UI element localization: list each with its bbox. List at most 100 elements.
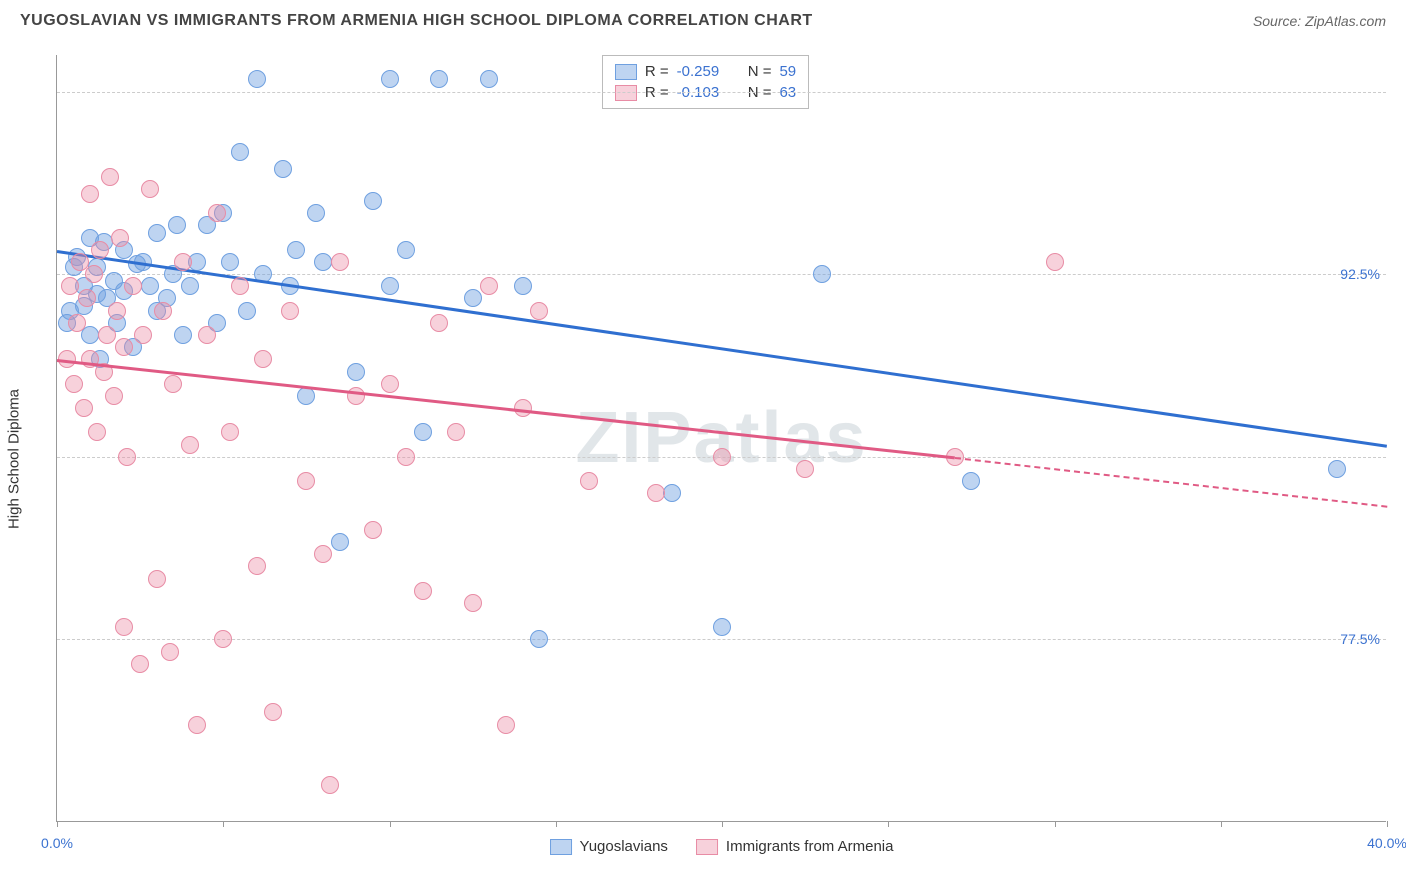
data-point	[188, 716, 206, 734]
data-point	[108, 302, 126, 320]
data-point	[148, 224, 166, 242]
x-tick	[722, 821, 723, 827]
data-point	[161, 643, 179, 661]
x-tick	[888, 821, 889, 827]
legend-item: Immigrants from Armenia	[696, 838, 894, 855]
data-point	[414, 423, 432, 441]
data-point	[381, 375, 399, 393]
legend-item: Yugoslavians	[550, 838, 668, 855]
data-point	[208, 204, 226, 222]
data-point	[430, 314, 448, 332]
source-attribution: Source: ZipAtlas.com	[1253, 13, 1386, 29]
data-point	[75, 399, 93, 417]
data-point	[115, 618, 133, 636]
data-point	[480, 70, 498, 88]
watermark: ZIPatlas	[575, 397, 867, 479]
data-point	[430, 70, 448, 88]
data-point	[331, 533, 349, 551]
data-point	[464, 289, 482, 307]
chart-title: YUGOSLAVIAN VS IMMIGRANTS FROM ARMENIA H…	[20, 12, 813, 30]
y-axis-label: High School Diploma	[6, 388, 23, 528]
data-point	[464, 594, 482, 612]
data-point	[91, 241, 109, 259]
data-point	[131, 655, 149, 673]
legend-swatch	[550, 839, 572, 855]
data-point	[480, 277, 498, 295]
data-point	[168, 216, 186, 234]
x-tick-label: 0.0%	[41, 835, 73, 851]
data-point	[214, 630, 232, 648]
data-point	[65, 375, 83, 393]
gridline	[57, 639, 1386, 640]
trend-line	[57, 250, 1387, 448]
trend-line	[955, 457, 1387, 508]
data-point	[514, 277, 532, 295]
plot-area: ZIPatlas R = -0.259 N = 59R = -0.103 N =…	[56, 55, 1386, 822]
data-point	[124, 277, 142, 295]
data-point	[497, 716, 515, 734]
data-point	[297, 472, 315, 490]
data-point	[281, 302, 299, 320]
legend-stat-row: R = -0.259 N = 59	[615, 61, 796, 82]
data-point	[1046, 253, 1064, 271]
data-point	[580, 472, 598, 490]
data-point	[414, 582, 432, 600]
data-point	[78, 289, 96, 307]
data-point	[238, 302, 256, 320]
legend-series: Yugoslavians Immigrants from Armenia	[550, 838, 894, 855]
data-point	[274, 160, 292, 178]
data-point	[307, 204, 325, 222]
data-point	[447, 423, 465, 441]
data-point	[314, 545, 332, 563]
data-point	[181, 277, 199, 295]
data-point	[134, 326, 152, 344]
data-point	[68, 314, 86, 332]
x-tick	[1055, 821, 1056, 827]
data-point	[174, 253, 192, 271]
legend-swatch	[696, 839, 718, 855]
x-tick	[1387, 821, 1388, 827]
data-point	[713, 618, 731, 636]
data-point	[314, 253, 332, 271]
data-point	[154, 302, 172, 320]
data-point	[248, 70, 266, 88]
chart-container: High School Diploma ZIPatlas R = -0.259 …	[18, 55, 1386, 862]
data-point	[647, 484, 665, 502]
data-point	[331, 253, 349, 271]
data-point	[321, 776, 339, 794]
gridline	[57, 92, 1386, 93]
data-point	[796, 460, 814, 478]
data-point	[164, 375, 182, 393]
data-point	[221, 253, 239, 271]
data-point	[111, 229, 129, 247]
data-point	[61, 277, 79, 295]
data-point	[530, 630, 548, 648]
data-point	[813, 265, 831, 283]
data-point	[381, 277, 399, 295]
data-point	[98, 326, 116, 344]
x-tick-label: 40.0%	[1367, 835, 1406, 851]
data-point	[221, 423, 239, 441]
legend-stats: R = -0.259 N = 59R = -0.103 N = 63	[602, 55, 809, 109]
data-point	[530, 302, 548, 320]
data-point	[198, 326, 216, 344]
data-point	[264, 703, 282, 721]
legend-swatch	[615, 64, 637, 80]
x-tick	[57, 821, 58, 827]
data-point	[141, 277, 159, 295]
data-point	[174, 326, 192, 344]
data-point	[88, 423, 106, 441]
data-point	[347, 387, 365, 405]
data-point	[81, 326, 99, 344]
data-point	[254, 350, 272, 368]
x-tick	[556, 821, 557, 827]
data-point	[81, 185, 99, 203]
data-point	[181, 436, 199, 454]
data-point	[364, 192, 382, 210]
data-point	[381, 70, 399, 88]
data-point	[85, 265, 103, 283]
data-point	[115, 338, 133, 356]
data-point	[347, 363, 365, 381]
data-point	[287, 241, 305, 259]
y-tick-label: 92.5%	[1340, 266, 1380, 282]
